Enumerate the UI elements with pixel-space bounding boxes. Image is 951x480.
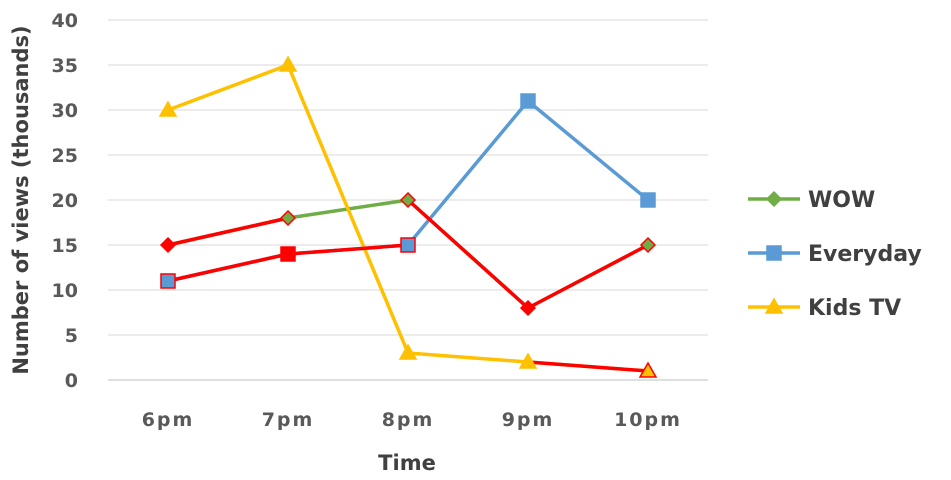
y-axis-ticks: 0 5 10 15 20 25 30 35 40 bbox=[52, 10, 78, 392]
data-point bbox=[518, 352, 538, 369]
y-tick-label: 5 bbox=[65, 325, 78, 347]
data-point bbox=[520, 93, 536, 109]
data-point bbox=[280, 246, 296, 262]
series-line bbox=[166, 63, 650, 373]
data-point bbox=[638, 361, 658, 378]
x-axis-title: Time bbox=[378, 451, 436, 475]
data-point bbox=[519, 299, 537, 317]
x-tick-label: 8pm bbox=[382, 409, 435, 431]
legend-marker bbox=[765, 190, 783, 208]
series-line bbox=[166, 198, 650, 310]
legend-label: WOW bbox=[808, 188, 875, 213]
y-tick-label: 20 bbox=[52, 190, 78, 212]
highlight-segment bbox=[526, 360, 650, 373]
y-axis-title: Number of views (thousands) bbox=[9, 25, 33, 374]
y-tick-label: 15 bbox=[52, 235, 78, 257]
legend-marker bbox=[766, 245, 782, 261]
data-point bbox=[158, 100, 178, 117]
data-point bbox=[400, 237, 416, 253]
data-point bbox=[639, 236, 657, 254]
legend-item: Everyday bbox=[748, 242, 922, 267]
data-point bbox=[159, 236, 177, 254]
y-tick-label: 10 bbox=[52, 280, 78, 302]
x-tick-label: 6pm bbox=[142, 409, 195, 431]
y-tick-label: 0 bbox=[65, 370, 78, 392]
highlight-segment bbox=[166, 216, 290, 247]
y-tick-label: 35 bbox=[52, 55, 78, 77]
highlight-lines bbox=[166, 198, 650, 373]
x-tick-label: 7pm bbox=[262, 409, 315, 431]
highlight-segment bbox=[166, 252, 290, 283]
legend-item: Kids TV bbox=[748, 296, 901, 321]
highlight-segment bbox=[406, 198, 530, 310]
x-axis-ticks: 6pm 7pm 8pm 9pm 10pm bbox=[142, 409, 682, 431]
data-point bbox=[398, 343, 418, 360]
series-markers bbox=[158, 55, 658, 378]
series-line bbox=[166, 99, 650, 283]
legend-label: Kids TV bbox=[808, 296, 901, 321]
highlight-segment bbox=[286, 243, 410, 256]
y-tick-label: 30 bbox=[52, 100, 78, 122]
data-point bbox=[278, 55, 298, 72]
legend-marker bbox=[764, 297, 784, 314]
data-point bbox=[160, 273, 176, 289]
data-point bbox=[279, 209, 297, 227]
data-point bbox=[399, 191, 417, 209]
data-point bbox=[640, 192, 656, 208]
x-tick-label: 10pm bbox=[614, 409, 682, 431]
y-tick-label: 25 bbox=[52, 145, 78, 167]
legend: WOW Everyday Kids TV bbox=[748, 188, 922, 321]
x-tick-label: 9pm bbox=[502, 409, 555, 431]
legend-item: WOW bbox=[748, 188, 875, 213]
highlight-segment bbox=[526, 243, 650, 310]
y-tick-label: 40 bbox=[52, 10, 78, 32]
series-lines bbox=[166, 63, 650, 373]
legend-label: Everyday bbox=[808, 242, 922, 267]
